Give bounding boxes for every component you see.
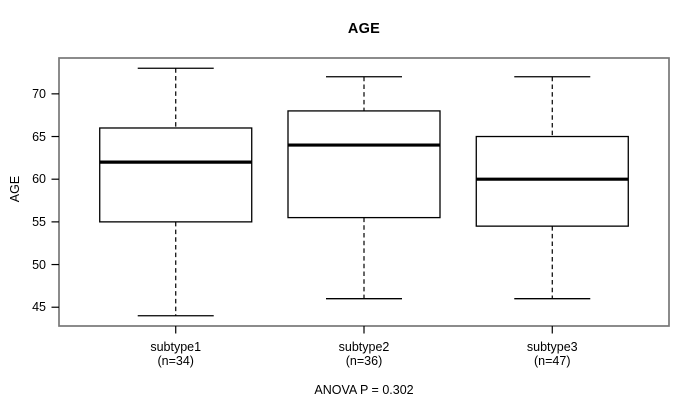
y-tick-label: 50 — [32, 257, 46, 272]
group-name: subtype1 — [150, 340, 202, 354]
y-tick-label: 65 — [32, 129, 46, 144]
anova-caption: ANOVA P = 0.302 — [314, 383, 414, 397]
y-tick-label: 70 — [32, 86, 46, 101]
group-name: subtype3 — [526, 340, 578, 354]
group-count: (n=34) — [157, 353, 194, 368]
x-group-label: subtype3 (n=47) — [477, 340, 627, 368]
chart-title: AGE — [347, 21, 381, 37]
y-tick-label: 60 — [32, 172, 46, 187]
group-name: subtype2 — [338, 340, 390, 354]
iqr-box — [99, 127, 253, 223]
iqr-box — [287, 110, 441, 219]
y-tick-label: 45 — [32, 300, 46, 315]
group-count: (n=47) — [534, 353, 571, 368]
y-tick-label: 55 — [32, 214, 46, 229]
x-group-label: subtype1 (n=34) — [101, 340, 251, 368]
iqr-box — [475, 135, 629, 227]
x-group-label: subtype2 (n=36) — [289, 340, 439, 368]
group-count: (n=36) — [345, 353, 383, 368]
